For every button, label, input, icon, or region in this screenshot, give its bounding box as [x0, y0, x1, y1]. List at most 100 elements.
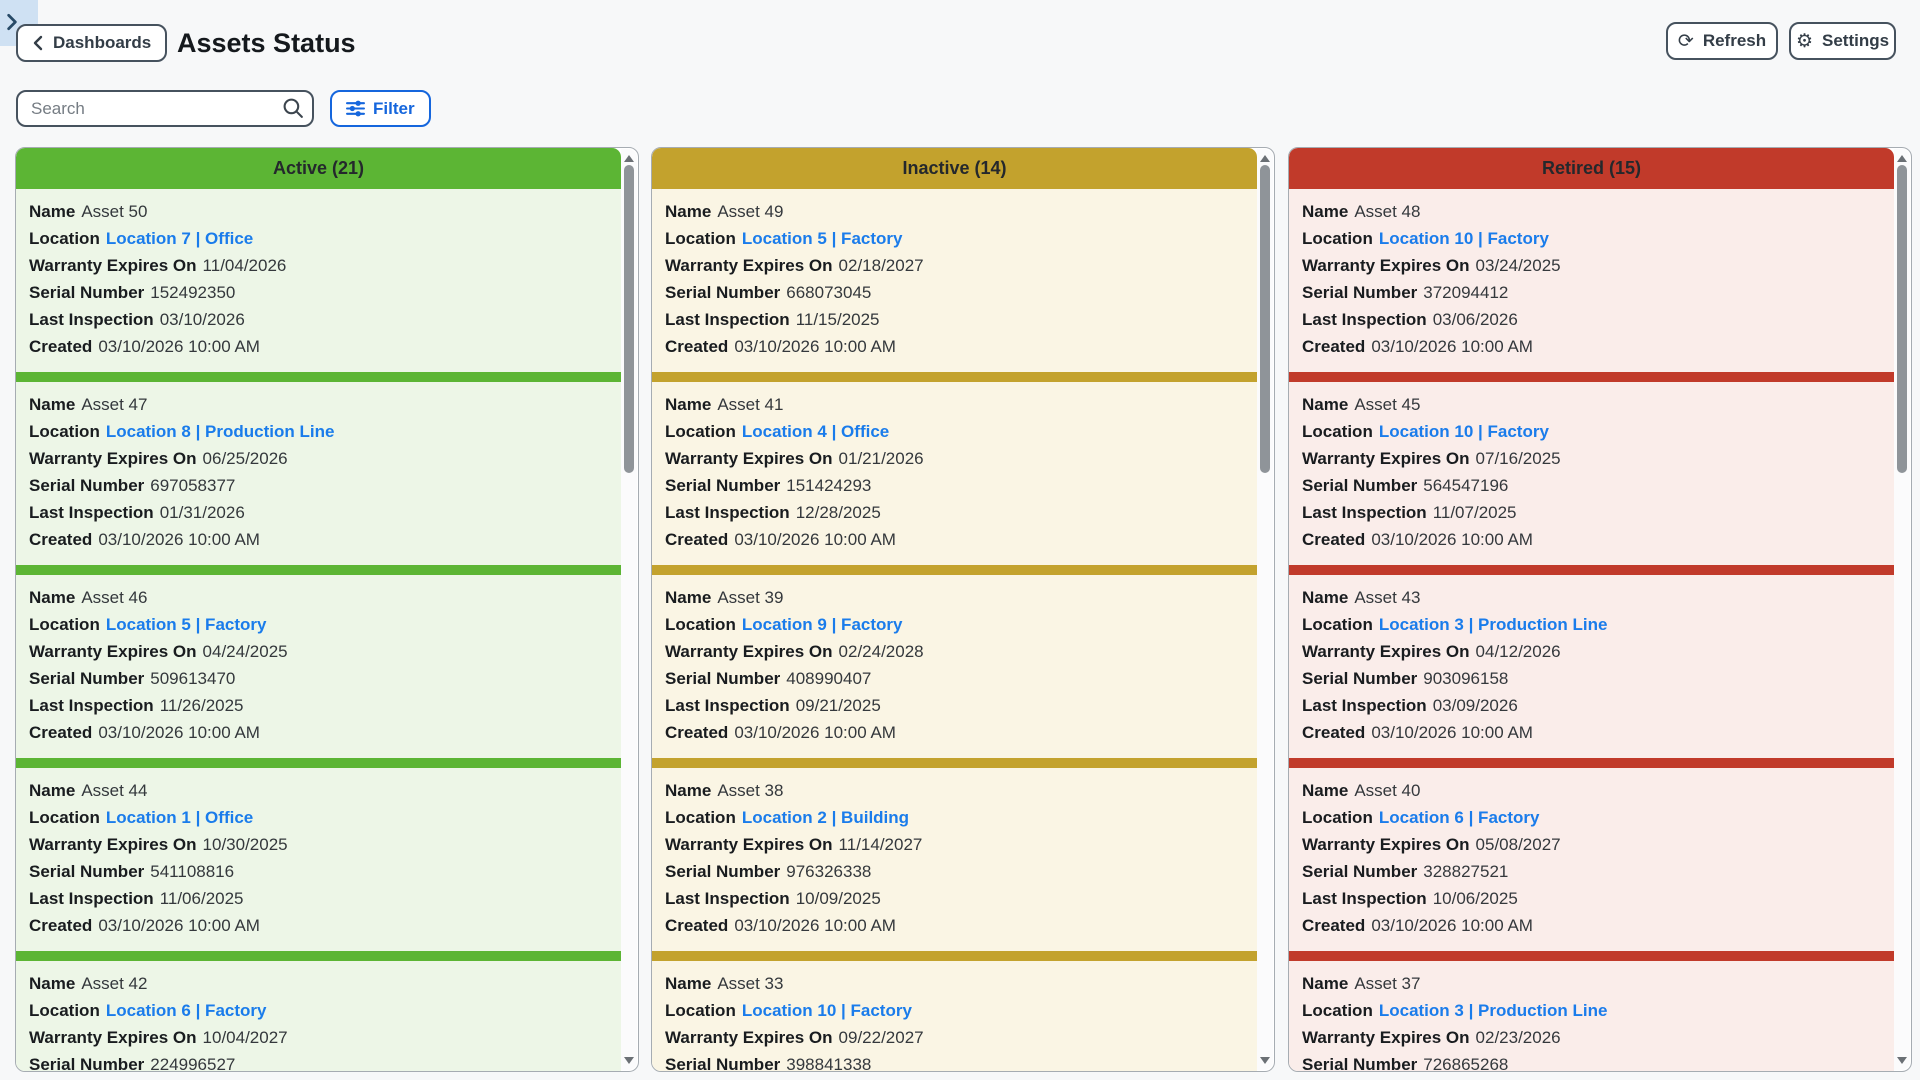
scrollbar[interactable]: [1257, 149, 1273, 1070]
search-input[interactable]: [16, 90, 314, 127]
field-value: 03/10/2026 10:00 AM: [1371, 529, 1533, 549]
location-link[interactable]: Location 10 | Factory: [741, 1000, 912, 1020]
refresh-button-label: Refresh: [1702, 31, 1767, 50]
field-value: Asset 46: [81, 587, 148, 607]
scrollbar-thumb[interactable]: [1897, 165, 1907, 473]
field-label: Name: [29, 587, 76, 607]
scrollbar-thumb[interactable]: [624, 165, 634, 473]
column-header: Retired (15): [1289, 148, 1894, 189]
field-label: Created: [665, 529, 729, 549]
settings-button-label: Settings: [1822, 31, 1890, 50]
field-value: 02/23/2026: [1475, 1027, 1561, 1047]
field-label: Created: [1302, 722, 1366, 742]
field-value: 11/26/2025: [159, 695, 244, 715]
location-link[interactable]: Location 10 | Factory: [1378, 421, 1549, 441]
field-label: Last Inspection: [29, 502, 154, 522]
scroll-up-icon[interactable]: [624, 155, 634, 162]
field-value: Asset 47: [81, 394, 148, 414]
field-row-last_inspection: Last Inspection 10/09/2025: [665, 885, 1244, 912]
field-row-name: Name Asset 49: [665, 198, 1244, 225]
field-row-last_inspection: Last Inspection 11/15/2025: [665, 306, 1244, 333]
scrollbar[interactable]: [621, 149, 637, 1070]
field-value: 408990407: [786, 668, 872, 688]
field-row-last_inspection: Last Inspection 11/26/2025: [29, 692, 608, 719]
location-link[interactable]: Location 6 | Factory: [1378, 807, 1540, 827]
field-label: Serial Number: [29, 475, 145, 495]
field-label: Location: [665, 807, 736, 827]
field-label: Name: [665, 973, 712, 993]
status-column-active: Active (21) Name Asset 50 Location Location…: [15, 147, 639, 1072]
field-value: 11/15/2025: [795, 309, 880, 329]
card-list: Name Asset 50 Location Location 7 | Office W…: [16, 189, 621, 1071]
field-row-location: Location Location 10 | Factory: [1302, 225, 1881, 252]
location-link[interactable]: Location 7 | Office: [105, 228, 254, 248]
field-label: Name: [1302, 587, 1349, 607]
location-link[interactable]: Location 10 | Factory: [1378, 228, 1549, 248]
asset-card: Name Asset 39 Location Location 9 | Factory…: [652, 565, 1257, 758]
field-row-warranty_expires_on: Warranty Expires On 09/22/2027: [665, 1024, 1244, 1051]
scroll-up-icon[interactable]: [1260, 155, 1270, 162]
field-label: Location: [1302, 614, 1373, 634]
field-label: Serial Number: [665, 282, 781, 302]
field-row-created: Created 03/10/2026 10:00 AM: [665, 719, 1244, 746]
field-label: Warranty Expires On: [1302, 641, 1470, 661]
settings-button[interactable]: ⚙ Settings: [1789, 22, 1896, 60]
location-link[interactable]: Location 3 | Production Line: [1378, 1000, 1608, 1020]
field-value: 04/12/2026: [1475, 641, 1561, 661]
scrollbar-thumb[interactable]: [1260, 165, 1270, 473]
field-value: Asset 45: [1354, 394, 1421, 414]
asset-card: Name Asset 37 Location Location 3 | Product…: [1289, 951, 1894, 1071]
field-row-serial_number: Serial Number 903096158: [1302, 665, 1881, 692]
field-label: Name: [665, 587, 712, 607]
card-list: Name Asset 48 Location Location 10 | Factor…: [1289, 189, 1894, 1071]
scroll-down-icon[interactable]: [624, 1057, 634, 1064]
field-value: 10/04/2027: [202, 1027, 288, 1047]
field-value: 04/24/2025: [202, 641, 288, 661]
field-row-serial_number: Serial Number 398841338: [665, 1051, 1244, 1072]
field-row-created: Created 03/10/2026 10:00 AM: [29, 333, 608, 360]
location-link[interactable]: Location 2 | Building: [741, 807, 910, 827]
field-value: Asset 41: [717, 394, 784, 414]
field-value: 03/10/2026 10:00 AM: [1371, 915, 1533, 935]
field-value: Asset 50: [81, 201, 148, 221]
location-link[interactable]: Location 5 | Factory: [105, 614, 267, 634]
field-label: Location: [665, 421, 736, 441]
location-link[interactable]: Location 6 | Factory: [105, 1000, 267, 1020]
dashboards-back-button[interactable]: Dashboards: [16, 24, 168, 62]
field-label: Created: [29, 722, 93, 742]
field-value: 03/10/2026 10:00 AM: [734, 336, 896, 356]
field-row-created: Created 03/10/2026 10:00 AM: [1302, 526, 1881, 553]
field-row-name: Name Asset 39: [665, 584, 1244, 611]
field-row-location: Location Location 3 | Production Line: [1302, 611, 1881, 638]
location-link[interactable]: Location 1 | Office: [105, 807, 254, 827]
location-link[interactable]: Location 8 | Production Line: [105, 421, 335, 441]
field-row-name: Name Asset 40: [1302, 777, 1881, 804]
location-link[interactable]: Location 3 | Production Line: [1378, 614, 1608, 634]
filter-button[interactable]: Filter: [330, 90, 431, 127]
field-row-last_inspection: Last Inspection 03/10/2026: [29, 306, 608, 333]
field-value: 10/09/2025: [795, 888, 881, 908]
field-label: Name: [1302, 394, 1349, 414]
refresh-button[interactable]: ⟳ Refresh: [1666, 22, 1778, 60]
location-link[interactable]: Location 4 | Office: [741, 421, 890, 441]
location-link[interactable]: Location 9 | Factory: [741, 614, 903, 634]
location-link[interactable]: Location 5 | Factory: [741, 228, 903, 248]
field-row-last_inspection: Last Inspection 03/06/2026: [1302, 306, 1881, 333]
field-row-name: Name Asset 33: [665, 970, 1244, 997]
scroll-down-icon[interactable]: [1897, 1057, 1907, 1064]
field-label: Location: [1302, 228, 1373, 248]
board: Active (21) Name Asset 50 Location Location…: [0, 147, 1920, 1072]
scroll-up-icon[interactable]: [1897, 155, 1907, 162]
scroll-down-icon[interactable]: [1260, 1057, 1270, 1064]
field-label: Name: [665, 394, 712, 414]
field-row-created: Created 03/10/2026 10:00 AM: [1302, 912, 1881, 939]
field-row-location: Location Location 4 | Office: [665, 418, 1244, 445]
field-label: Last Inspection: [665, 502, 790, 522]
field-value: 06/25/2026: [202, 448, 288, 468]
field-row-warranty_expires_on: Warranty Expires On 11/14/2027: [665, 831, 1244, 858]
field-value: 03/24/2025: [1475, 255, 1561, 275]
field-row-serial_number: Serial Number 976326338: [665, 858, 1244, 885]
scrollbar[interactable]: [1894, 149, 1910, 1070]
field-row-name: Name Asset 37: [1302, 970, 1881, 997]
